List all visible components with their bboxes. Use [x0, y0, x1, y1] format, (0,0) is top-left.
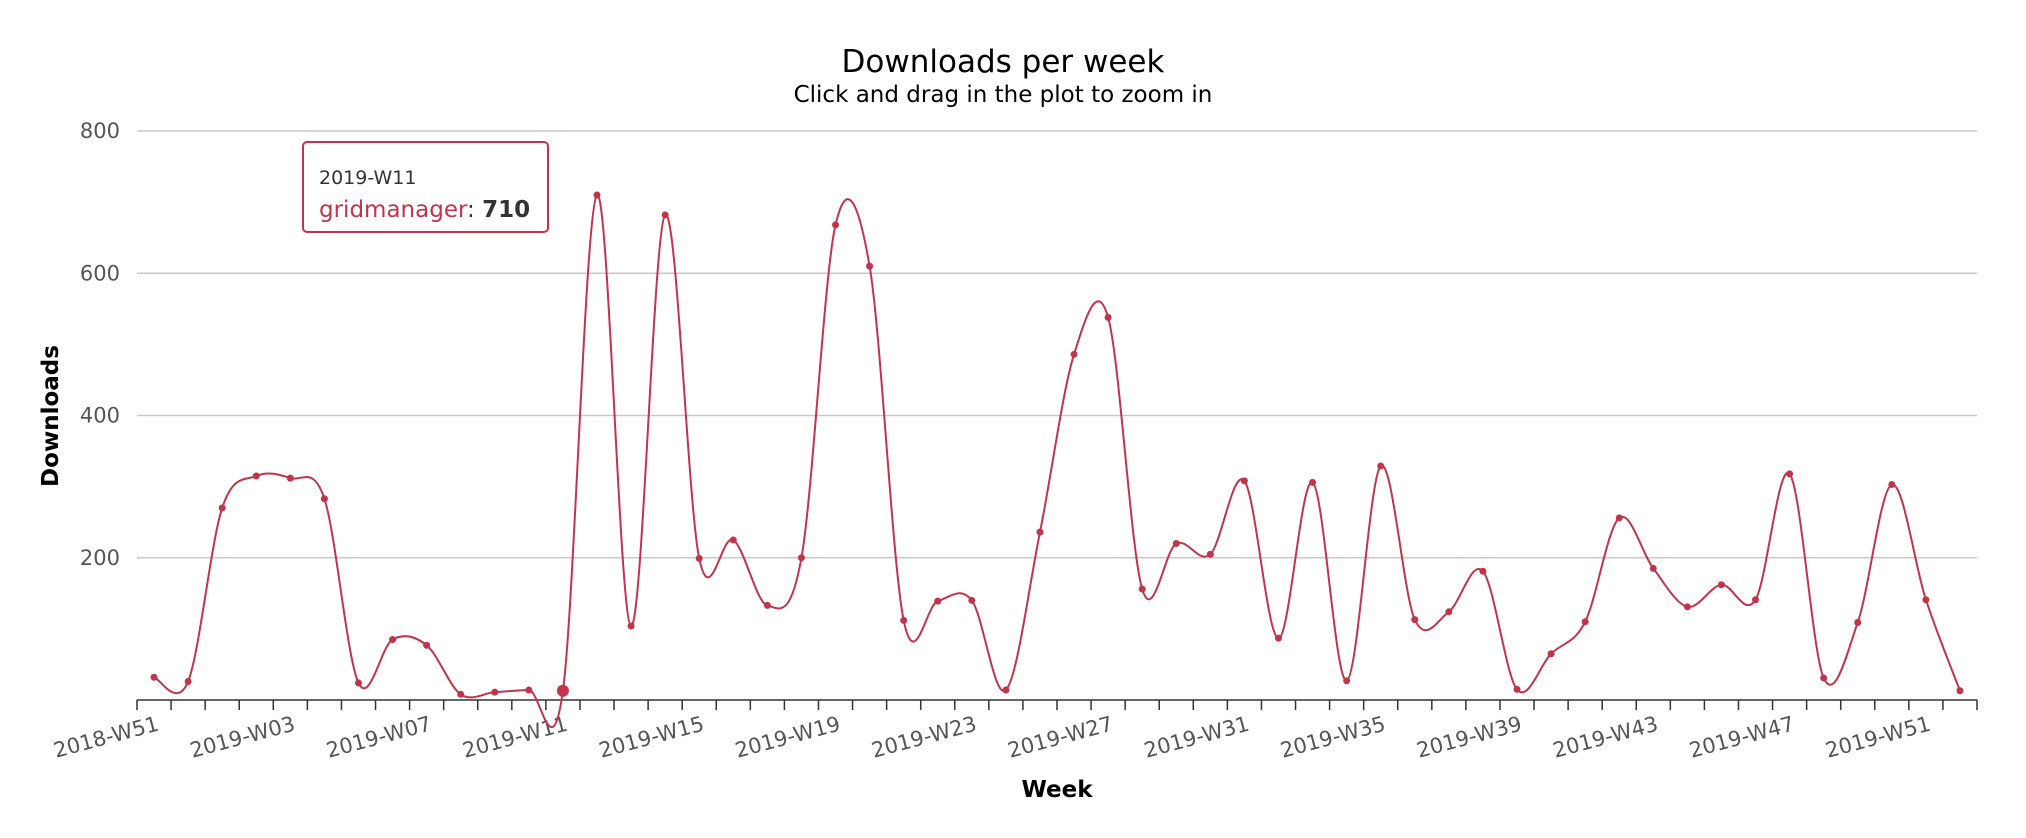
x-tick-label: 2019-W03: [187, 712, 297, 763]
data-point[interactable]: [1240, 477, 1248, 485]
data-point[interactable]: [556, 684, 569, 697]
data-point[interactable]: [1309, 478, 1317, 486]
data-point[interactable]: [320, 495, 328, 503]
data-point[interactable]: [252, 472, 260, 480]
chart-title: Downloads per week: [842, 44, 1165, 80]
data-point[interactable]: [797, 554, 805, 562]
data-point[interactable]: [763, 601, 771, 609]
data-point[interactable]: [423, 641, 431, 649]
x-tick-label: 2019-W31: [1142, 712, 1252, 763]
y-axis-title: Downloads: [38, 345, 64, 487]
data-point[interactable]: [1922, 596, 1930, 604]
data-point[interactable]: [354, 679, 362, 687]
tooltip-value: 710: [482, 197, 530, 223]
data-point[interactable]: [1513, 685, 1521, 693]
data-point[interactable]: [1717, 581, 1725, 589]
y-tick-label: 800: [80, 119, 120, 143]
y-tick-label: 200: [80, 546, 120, 570]
chart-subtitle: Click and drag in the plot to zoom in: [794, 82, 1213, 108]
gridlines: [137, 130, 1977, 559]
data-point[interactable]: [1036, 528, 1044, 536]
data-point[interactable]: [1956, 687, 1964, 695]
data-point[interactable]: [832, 221, 840, 229]
data-point[interactable]: [1752, 596, 1760, 604]
data-point[interactable]: [934, 597, 942, 605]
data-point[interactable]: [1581, 618, 1589, 626]
x-tick-label: 2019-W07: [324, 712, 434, 763]
series-line-gridmanager[interactable]: [153, 193, 1961, 729]
x-tick-label: 2019-W11: [460, 712, 570, 763]
data-point[interactable]: [1786, 470, 1794, 478]
data-point[interactable]: [184, 678, 192, 686]
x-tick-label: 2019-W51: [1823, 712, 1933, 763]
data-point[interactable]: [1206, 550, 1214, 558]
tooltip: 2019-W11 gridmanager: 710: [302, 141, 549, 233]
data-point[interactable]: [866, 262, 874, 270]
x-tick-label: 2019-W23: [869, 712, 979, 763]
x-axis-title: Week: [1021, 777, 1093, 803]
data-point[interactable]: [661, 211, 669, 219]
x-axis-tick-labels: 2018-W51 2019-W03 2019-W07 2019-W11 2019-W15…: [51, 712, 1933, 763]
data-point[interactable]: [1547, 650, 1555, 658]
data-point[interactable]: [218, 504, 226, 512]
data-point[interactable]: [1002, 686, 1010, 694]
x-tick-label: 2019-W39: [1414, 712, 1524, 763]
data-point[interactable]: [1615, 514, 1623, 522]
data-point[interactable]: [1172, 540, 1180, 548]
data-point[interactable]: [1649, 564, 1657, 572]
data-point[interactable]: [900, 616, 908, 624]
data-point[interactable]: [627, 622, 635, 630]
y-tick-label: 600: [80, 261, 120, 285]
y-tick-label: 400: [80, 404, 120, 428]
tooltip-body: gridmanager: 710: [319, 197, 530, 223]
data-point[interactable]: [1274, 634, 1282, 642]
tooltip-box: [302, 141, 549, 233]
data-point[interactable]: [1104, 313, 1112, 321]
tooltip-series-name: gridmanager: [319, 197, 468, 223]
x-tick-label: 2019-W27: [1005, 712, 1115, 763]
data-point[interactable]: [525, 686, 533, 694]
data-point[interactable]: [1479, 567, 1487, 575]
data-points[interactable]: [150, 191, 1964, 698]
x-tick-label: 2019-W47: [1687, 712, 1797, 763]
data-point[interactable]: [1888, 480, 1896, 488]
data-point[interactable]: [1343, 677, 1351, 685]
data-point[interactable]: [389, 636, 397, 644]
tooltip-separator: :: [467, 197, 482, 223]
data-point[interactable]: [593, 191, 601, 199]
data-point[interactable]: [491, 688, 499, 696]
x-tick-label: 2019-W43: [1550, 712, 1660, 763]
x-tick-label: 2019-W19: [733, 712, 843, 763]
data-point[interactable]: [1820, 674, 1828, 682]
x-tick-label: 2019-W35: [1278, 712, 1388, 763]
data-point[interactable]: [1411, 616, 1419, 624]
data-point[interactable]: [1377, 462, 1385, 470]
data-point[interactable]: [1445, 608, 1453, 616]
x-tick-label: 2019-W15: [596, 712, 706, 763]
data-point[interactable]: [457, 690, 465, 698]
data-point[interactable]: [1138, 585, 1146, 593]
data-point[interactable]: [286, 474, 294, 482]
data-point[interactable]: [729, 536, 737, 544]
series-gridmanager[interactable]: [153, 193, 1961, 729]
tooltip-header: 2019-W11: [319, 167, 416, 189]
data-point[interactable]: [968, 596, 976, 604]
x-axis: [136, 699, 1978, 710]
x-tick-label: 2018-W51: [51, 712, 161, 763]
data-point[interactable]: [1854, 618, 1862, 626]
data-point[interactable]: [150, 673, 158, 681]
data-point[interactable]: [695, 554, 703, 562]
data-point[interactable]: [1070, 350, 1078, 358]
data-point[interactable]: [1683, 603, 1691, 611]
y-axis-tick-labels: 200 400 600 800: [80, 119, 120, 570]
